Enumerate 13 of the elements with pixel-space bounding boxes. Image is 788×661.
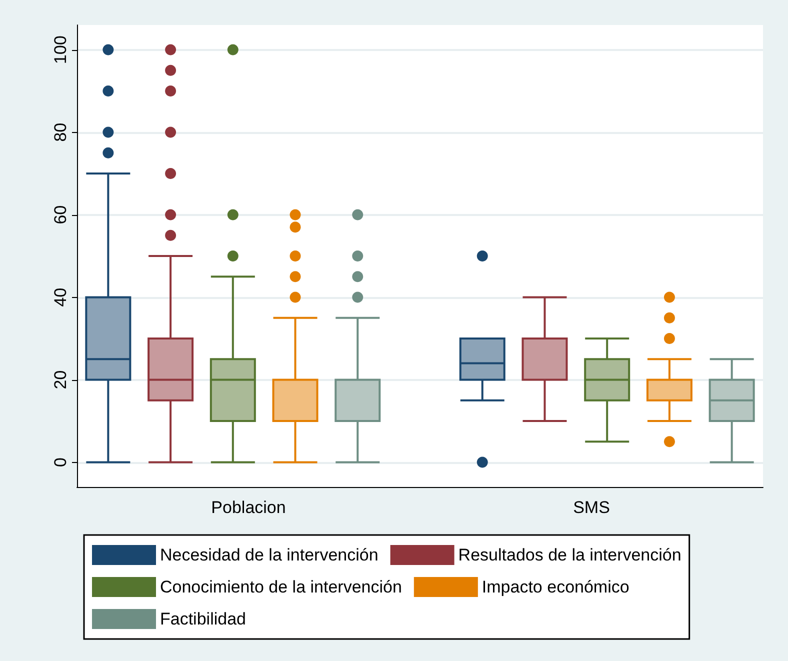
y-tick-label: 20: [51, 370, 70, 390]
y-tick-label: 40: [51, 288, 70, 307]
legend-label: Impacto económico: [482, 578, 630, 596]
y-tick-label: 0: [51, 458, 70, 467]
legend-label: Factibilidad: [160, 610, 246, 628]
legend-label: Conocimiento de la intervención: [160, 578, 402, 596]
x-tick-label: Poblacion: [211, 498, 286, 517]
legend-label: Necesidad de la intervención: [160, 546, 378, 564]
y-tick-label: 60: [51, 205, 70, 224]
legend-label: Resultados de la intervención: [458, 546, 682, 564]
y-tick-label: 80: [51, 122, 70, 142]
y-tick-label: 100: [51, 36, 70, 64]
x-tick-label: SMS: [573, 498, 610, 517]
